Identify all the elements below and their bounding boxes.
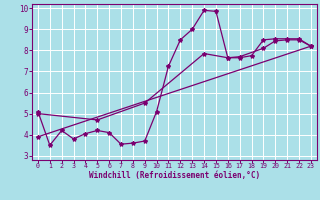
X-axis label: Windchill (Refroidissement éolien,°C): Windchill (Refroidissement éolien,°C) xyxy=(89,171,260,180)
